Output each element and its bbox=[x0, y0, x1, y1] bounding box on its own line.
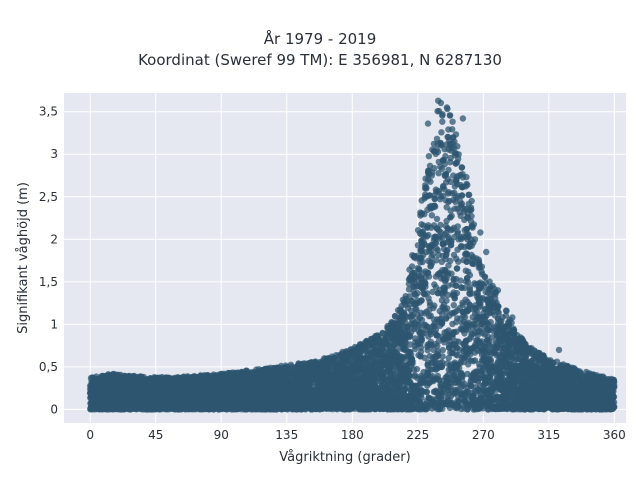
scatter-point bbox=[445, 126, 452, 133]
scatter-point bbox=[431, 281, 438, 288]
scatter-point bbox=[450, 251, 458, 259]
scatter-point bbox=[430, 316, 438, 323]
y-gridlines bbox=[64, 111, 626, 410]
scatter-point bbox=[474, 332, 481, 339]
scatter-point bbox=[429, 288, 436, 296]
scatter-point bbox=[437, 381, 444, 388]
scatter-point bbox=[445, 354, 452, 362]
scatter-point bbox=[454, 223, 461, 230]
scatter-point bbox=[451, 149, 459, 156]
scatter-point bbox=[473, 337, 480, 344]
scatter-point bbox=[454, 230, 461, 237]
scatter-point bbox=[457, 277, 464, 284]
scatter-point bbox=[439, 346, 446, 354]
scatter-point bbox=[457, 284, 465, 291]
scatter-point bbox=[433, 215, 441, 223]
chart-subtitle: Koordinat (Sweref 99 TM): E 356981, N 62… bbox=[138, 51, 502, 69]
chart-title: År 1979 - 2019 bbox=[263, 30, 377, 48]
scatter-point bbox=[438, 129, 445, 136]
scatter-point bbox=[449, 118, 456, 125]
scatter-point bbox=[427, 178, 434, 185]
scatter-point bbox=[439, 183, 447, 191]
scatter-point bbox=[384, 322, 391, 330]
data-points bbox=[87, 97, 618, 413]
scatter-point bbox=[481, 331, 488, 338]
